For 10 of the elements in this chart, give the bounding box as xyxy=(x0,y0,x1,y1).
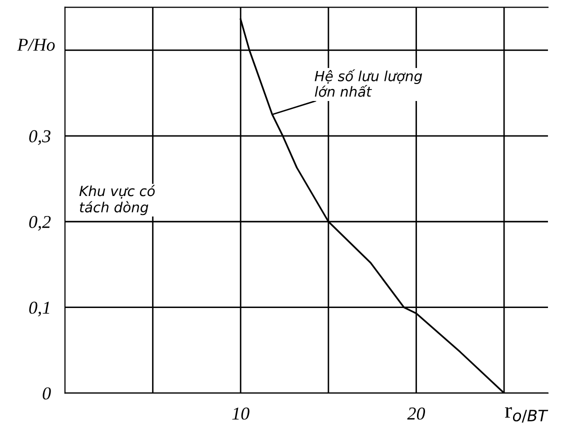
annotation: Hệ số lưu lượng lớn nhất xyxy=(314,69,422,97)
y-tick-label: 0,3 xyxy=(29,130,50,145)
y-tick-label: 0 xyxy=(42,387,51,400)
x-tick-label: 20 xyxy=(407,407,426,420)
y-tick-label: 0,2 xyxy=(29,216,51,231)
x-axis-title: r$_{o/BT}$ xyxy=(505,407,548,423)
y-tick-label: 0,1 xyxy=(29,302,50,316)
x-tick-label: 10 xyxy=(232,407,250,420)
y-axis-title: P/Ho xyxy=(17,38,55,51)
annotation: Khu vực có tách dòng xyxy=(79,184,155,216)
